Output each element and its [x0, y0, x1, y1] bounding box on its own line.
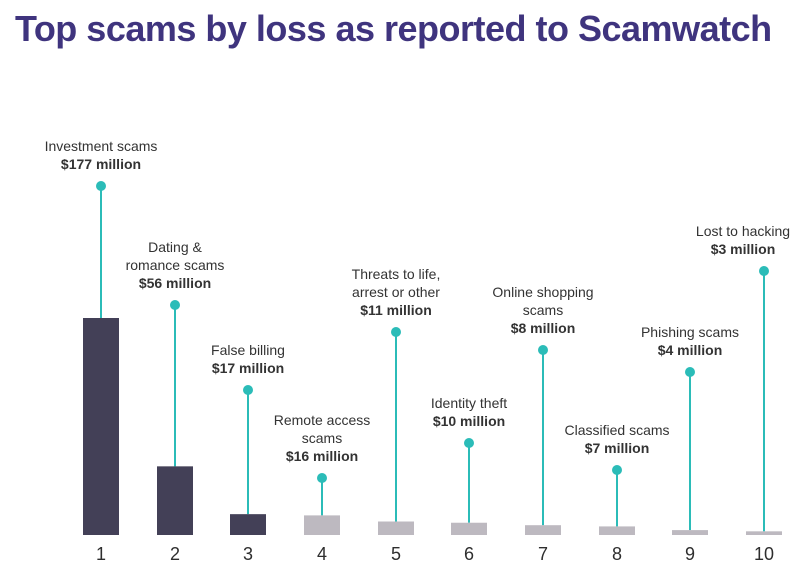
annotation-value-3: $17 million: [212, 360, 284, 376]
annotation-label-1: Investment scams: [45, 138, 158, 154]
annotation-value-5: $11 million: [360, 302, 432, 318]
bar-5: [378, 521, 414, 535]
bar-2: [157, 466, 193, 535]
annotation-label-2: Dating &: [148, 239, 202, 255]
bar-9: [672, 530, 708, 535]
annotation-label-5: arrest or other: [352, 284, 440, 300]
annotation-value-9: $4 million: [658, 342, 723, 358]
tick-label-7: 7: [538, 544, 548, 564]
annotation-value-4: $16 million: [286, 448, 358, 464]
annotation-value-6: $10 million: [433, 413, 505, 429]
tick-label-4: 4: [317, 544, 327, 564]
annotation-label-2: romance scams: [126, 257, 225, 273]
pin-dot-9: [685, 367, 695, 377]
bar-6: [451, 522, 487, 535]
chart-title: Top scams by loss as reported to Scamwat…: [15, 8, 772, 49]
pin-dot-1: [96, 181, 106, 191]
pin-dot-2: [170, 300, 180, 310]
tick-label-1: 1: [96, 544, 106, 564]
tick-label-5: 5: [391, 544, 401, 564]
tick-label-8: 8: [612, 544, 622, 564]
annotation-label-6: Identity theft: [431, 395, 507, 411]
pin-dot-8: [612, 465, 622, 475]
pin-dot-4: [317, 473, 327, 483]
pin-dot-7: [538, 345, 548, 355]
tick-label-10: 10: [754, 544, 774, 564]
annotation-label-3: False billing: [211, 342, 285, 358]
pin-dot-6: [464, 438, 474, 448]
annotation-label-10: Lost to hacking: [696, 223, 790, 239]
pin-dot-3: [243, 385, 253, 395]
tick-label-6: 6: [464, 544, 474, 564]
tick-label-3: 3: [243, 544, 253, 564]
annotation-label-7: Online shopping: [492, 284, 593, 300]
annotation-value-8: $7 million: [585, 440, 650, 456]
bar-7: [525, 525, 561, 535]
bar-8: [599, 526, 635, 535]
annotation-label-8: Classified scams: [564, 422, 669, 438]
annotation-label-4: Remote access: [274, 412, 370, 428]
annotation-value-7: $8 million: [511, 320, 576, 336]
annotation-value-1: $177 million: [61, 156, 141, 172]
bar-4: [304, 515, 340, 535]
pin-dot-5: [391, 327, 401, 337]
pin-dot-10: [759, 266, 769, 276]
annotation-label-5: Threats to life,: [352, 266, 441, 282]
bar-3: [230, 514, 266, 535]
annotation-value-2: $56 million: [139, 275, 211, 291]
annotation-label-9: Phishing scams: [641, 324, 739, 340]
tick-label-2: 2: [170, 544, 180, 564]
tick-label-9: 9: [685, 544, 695, 564]
annotation-label-4: scams: [302, 430, 342, 446]
annotation-label-7: scams: [523, 302, 563, 318]
bar-1: [83, 318, 119, 535]
bar-10: [746, 531, 782, 535]
annotation-value-10: $3 million: [711, 241, 776, 257]
